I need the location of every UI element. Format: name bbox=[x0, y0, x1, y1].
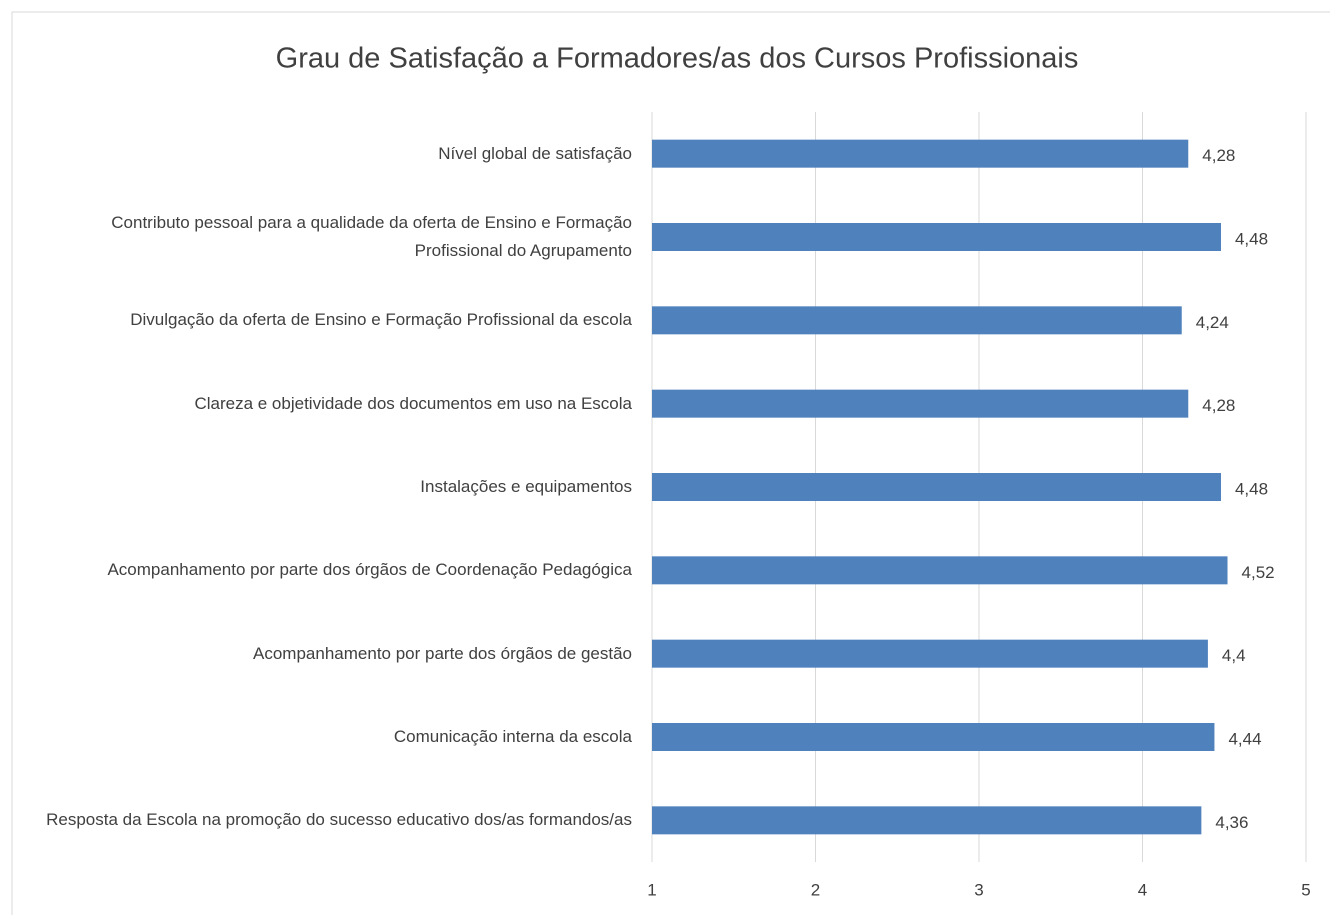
value-label: 4,4 bbox=[1222, 646, 1246, 665]
bar bbox=[652, 306, 1182, 335]
bar bbox=[652, 223, 1221, 251]
value-label: 4,48 bbox=[1235, 479, 1268, 498]
value-label: 4,52 bbox=[1242, 563, 1275, 582]
y-tick-label: Resposta da Escola na promoção do sucess… bbox=[46, 810, 632, 830]
y-tick-label: Clareza e objetividade dos documentos em… bbox=[194, 393, 632, 413]
value-label: 4,28 bbox=[1202, 396, 1235, 415]
x-tick-label: 4 bbox=[1138, 880, 1147, 899]
bar bbox=[652, 723, 1215, 751]
x-tick-label: 1 bbox=[647, 880, 656, 899]
bar bbox=[652, 556, 1228, 585]
x-tick-label: 2 bbox=[811, 880, 820, 899]
y-tick-label: Acompanhamento por parte dos órgãos de g… bbox=[253, 643, 632, 663]
value-label: 4,28 bbox=[1202, 146, 1235, 165]
y-tick-label: Nível global de satisfação bbox=[438, 143, 632, 163]
bar bbox=[652, 806, 1202, 835]
bar bbox=[652, 473, 1221, 501]
y-tick-label: Divulgação da oferta de Ensino e Formaçã… bbox=[130, 310, 632, 330]
chart-border bbox=[11, 11, 1330, 915]
y-tick-label: Acompanhamento por parte dos órgãos de C… bbox=[107, 560, 632, 580]
x-tick-label: 5 bbox=[1301, 880, 1310, 899]
value-label: 4,36 bbox=[1215, 813, 1248, 832]
x-tick-label: 3 bbox=[974, 880, 983, 899]
value-label: 4,24 bbox=[1196, 313, 1229, 332]
bar bbox=[652, 139, 1189, 168]
y-tick-label: Comunicação interna da escola bbox=[393, 726, 632, 746]
bar bbox=[652, 389, 1189, 418]
chart-title: Grau de Satisfação a Formadores/as dos C… bbox=[276, 43, 1079, 75]
y-tick-label: Contributo pessoal para a qualidade da o… bbox=[111, 212, 632, 260]
y-tick-label: Instalações e equipamentos bbox=[420, 476, 632, 496]
value-label: 4,48 bbox=[1235, 229, 1268, 248]
value-label: 4,44 bbox=[1228, 729, 1261, 748]
bar bbox=[652, 639, 1208, 668]
